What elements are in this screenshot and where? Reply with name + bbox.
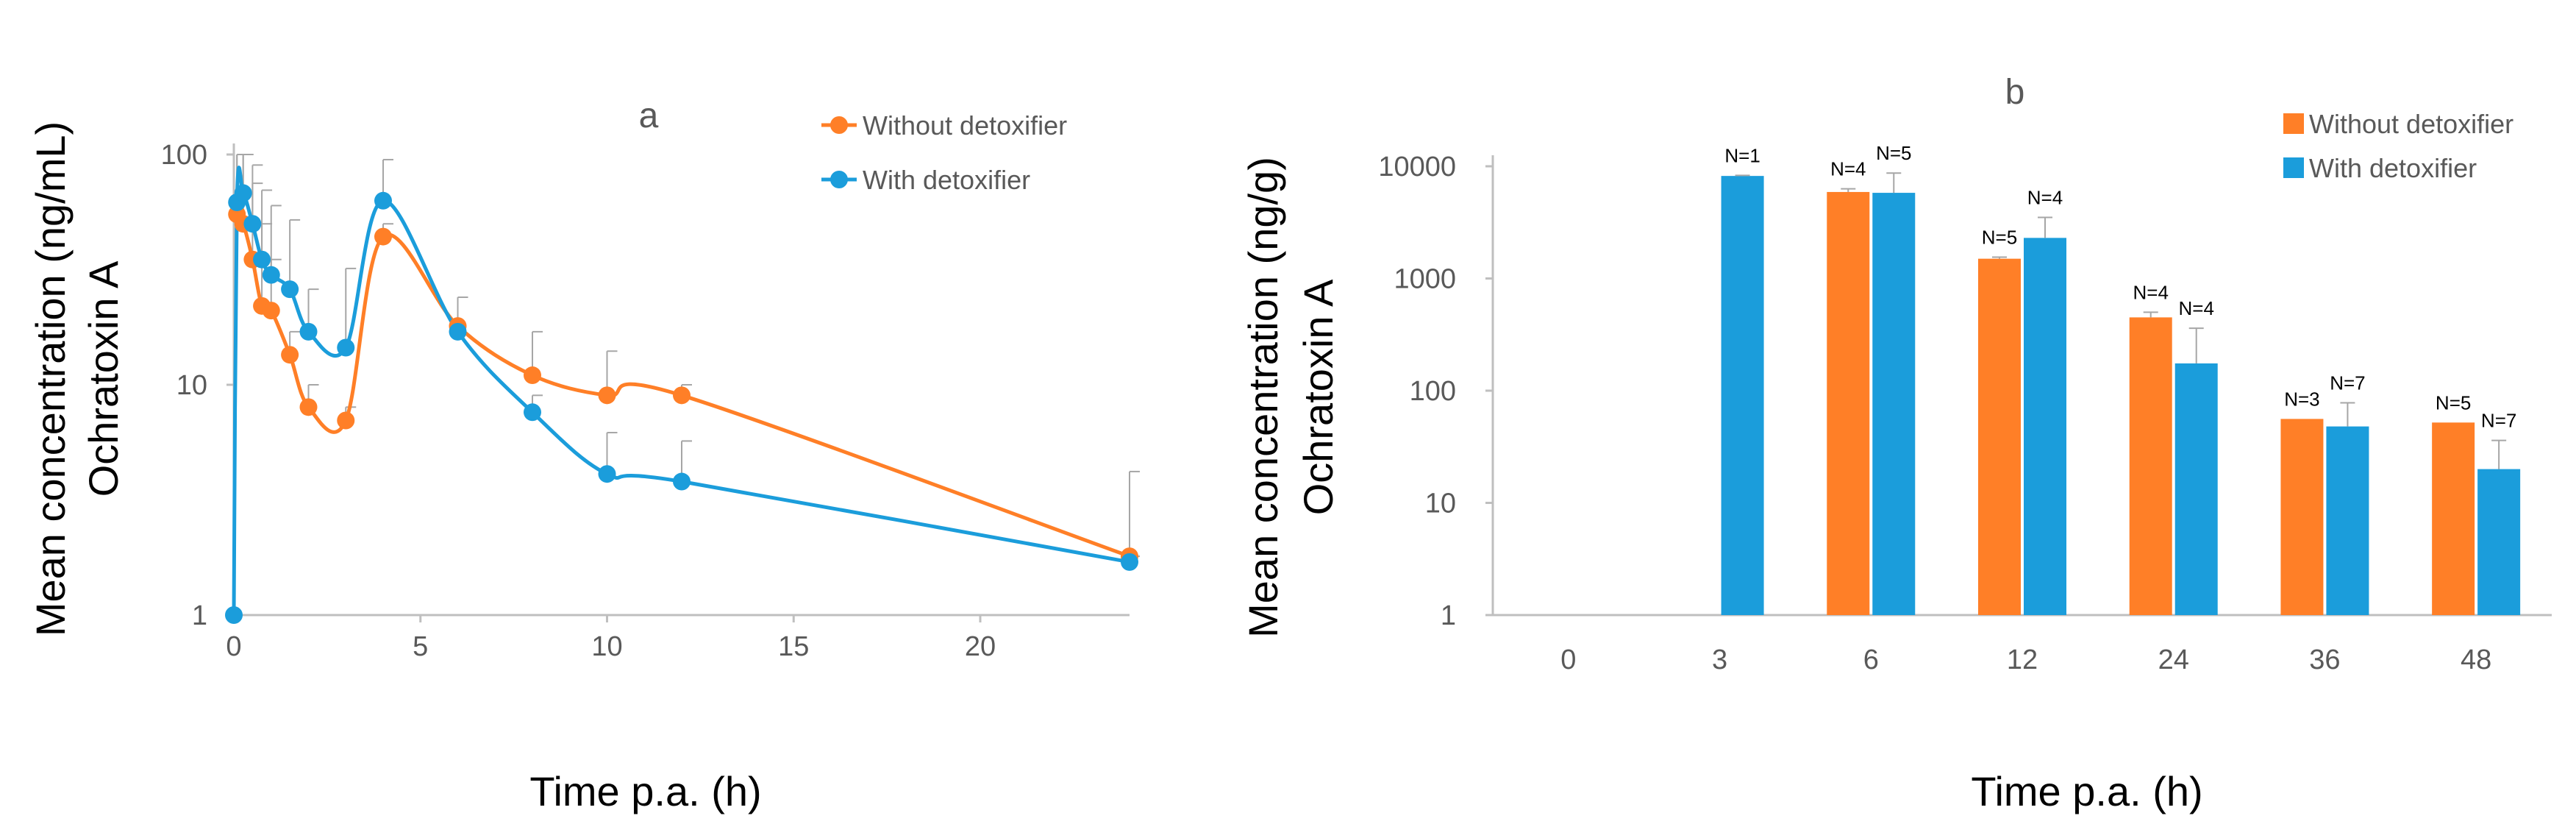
bar-with-detoxifier [1721, 176, 1764, 616]
data-point-with-detoxifier [299, 322, 318, 341]
legend-without-swatch [2283, 113, 2304, 134]
bar-without-detoxifier [2280, 419, 2324, 615]
bar-with-detoxifier [2024, 238, 2066, 615]
n-label-with-detoxifier: N=5 [1876, 142, 1911, 164]
bar-with-detoxifier [2326, 426, 2369, 615]
panel-b-ylabel-line1: Mean concentration (ng/g) [1240, 157, 1286, 638]
x-tick-label: 20 [965, 631, 996, 662]
data-point-with-detoxifier [598, 465, 616, 483]
legend-without-label: Without detoxifier [863, 110, 1067, 141]
n-label-with-detoxifier: N=7 [2481, 410, 2516, 432]
n-label-without-detoxifier: N=4 [2133, 281, 2169, 303]
x-tick-label: 6 [1863, 645, 1879, 675]
n-label-without-detoxifier: N=5 [1982, 226, 2017, 248]
data-point-with-detoxifier [243, 215, 262, 233]
x-tick-label: 15 [778, 631, 809, 662]
data-point-with-detoxifier [253, 250, 271, 269]
data-point-without-detoxifier [598, 386, 616, 405]
legend-without-label: Without detoxifier [2309, 109, 2513, 139]
data-point-without-detoxifier [299, 398, 318, 416]
x-tick-label: 5 [413, 631, 428, 662]
legend-with-label: With detoxifier [2309, 153, 2477, 183]
data-point-with-detoxifier [225, 606, 243, 624]
n-label-without-detoxifier: N=3 [2284, 388, 2319, 410]
bar-with-detoxifier [1872, 193, 1916, 615]
panel-b-chart: b Mean concentration (ng/g) Ochratoxin A… [1240, 73, 2552, 814]
data-point-with-detoxifier [524, 403, 541, 422]
n-label-with-detoxifier: N=1 [1724, 144, 1760, 166]
data-point-with-detoxifier [374, 191, 392, 210]
panel-a-ylabel-line1: Mean concentration (ng/mL) [27, 121, 74, 636]
panel-a-label: a [639, 96, 659, 135]
bar-without-detoxifier [2129, 317, 2172, 615]
data-point-with-detoxifier [234, 184, 252, 202]
panel-a-xlabel: Time p.a. (h) [529, 768, 761, 814]
panel-b-label: b [2005, 73, 2025, 112]
y-tick-label: 10000 [1378, 152, 1456, 182]
panel-b-legend: Without detoxifier With detoxifier [2283, 109, 2513, 183]
x-tick-label: 0 [1560, 645, 1576, 675]
data-point-with-detoxifier [337, 338, 355, 357]
x-tick-label: 3 [1712, 645, 1727, 675]
data-point-without-detoxifier [374, 227, 392, 246]
data-point-with-detoxifier [262, 266, 280, 284]
bar-without-detoxifier [2432, 422, 2475, 615]
bar-with-detoxifier [2477, 469, 2521, 615]
data-point-without-detoxifier [281, 346, 299, 364]
legend-with-marker [830, 171, 848, 188]
bar-without-detoxifier [1827, 191, 1870, 615]
n-label-without-detoxifier: N=5 [2436, 391, 2471, 413]
n-label-with-detoxifier: N=4 [2179, 297, 2214, 319]
data-point-with-detoxifier [449, 322, 467, 341]
legend-with-label: With detoxifier [863, 165, 1030, 195]
y-tick-label: 100 [161, 140, 207, 171]
x-tick-label: 48 [2461, 645, 2491, 675]
y-tick-label: 1 [1441, 600, 1456, 631]
x-tick-label: 36 [2309, 645, 2340, 675]
y-tick-label: 100 [1410, 376, 1456, 407]
panel-a-chart: a Mean concentration (ng/mL) Ochratoxin … [27, 96, 1140, 814]
x-tick-label: 12 [2007, 645, 2038, 675]
y-tick-label: 10 [176, 370, 207, 401]
data-point-with-detoxifier [281, 280, 299, 299]
n-label-with-detoxifier: N=7 [2330, 372, 2365, 394]
data-point-without-detoxifier [262, 302, 280, 320]
data-point-without-detoxifier [524, 366, 541, 385]
panel-b-xlabel: Time p.a. (h) [1971, 768, 2202, 814]
x-tick-label: 0 [226, 631, 241, 662]
legend-without-marker [830, 116, 848, 134]
panel-b-ylabel-line2: Ochratoxin A [1295, 279, 1341, 515]
data-point-without-detoxifier [337, 411, 355, 430]
panel-a-ylabel-line2: Ochratoxin A [80, 260, 126, 497]
n-label-with-detoxifier: N=4 [2027, 187, 2063, 209]
bar-with-detoxifier [2174, 363, 2218, 615]
panel-a-legend: Without detoxifier With detoxifier [821, 110, 1067, 195]
y-tick-label: 10 [1425, 489, 1456, 519]
legend-with-swatch [2283, 157, 2304, 178]
data-point-with-detoxifier [1121, 553, 1138, 571]
data-point-without-detoxifier [673, 386, 691, 405]
y-tick-label: 1 [192, 600, 207, 631]
x-tick-label: 10 [591, 631, 622, 662]
y-tick-label: 1000 [1394, 264, 1456, 295]
n-label-without-detoxifier: N=4 [1830, 158, 1866, 180]
data-point-with-detoxifier [673, 472, 691, 491]
bar-without-detoxifier [1978, 258, 2021, 615]
x-tick-label: 24 [2158, 645, 2189, 675]
